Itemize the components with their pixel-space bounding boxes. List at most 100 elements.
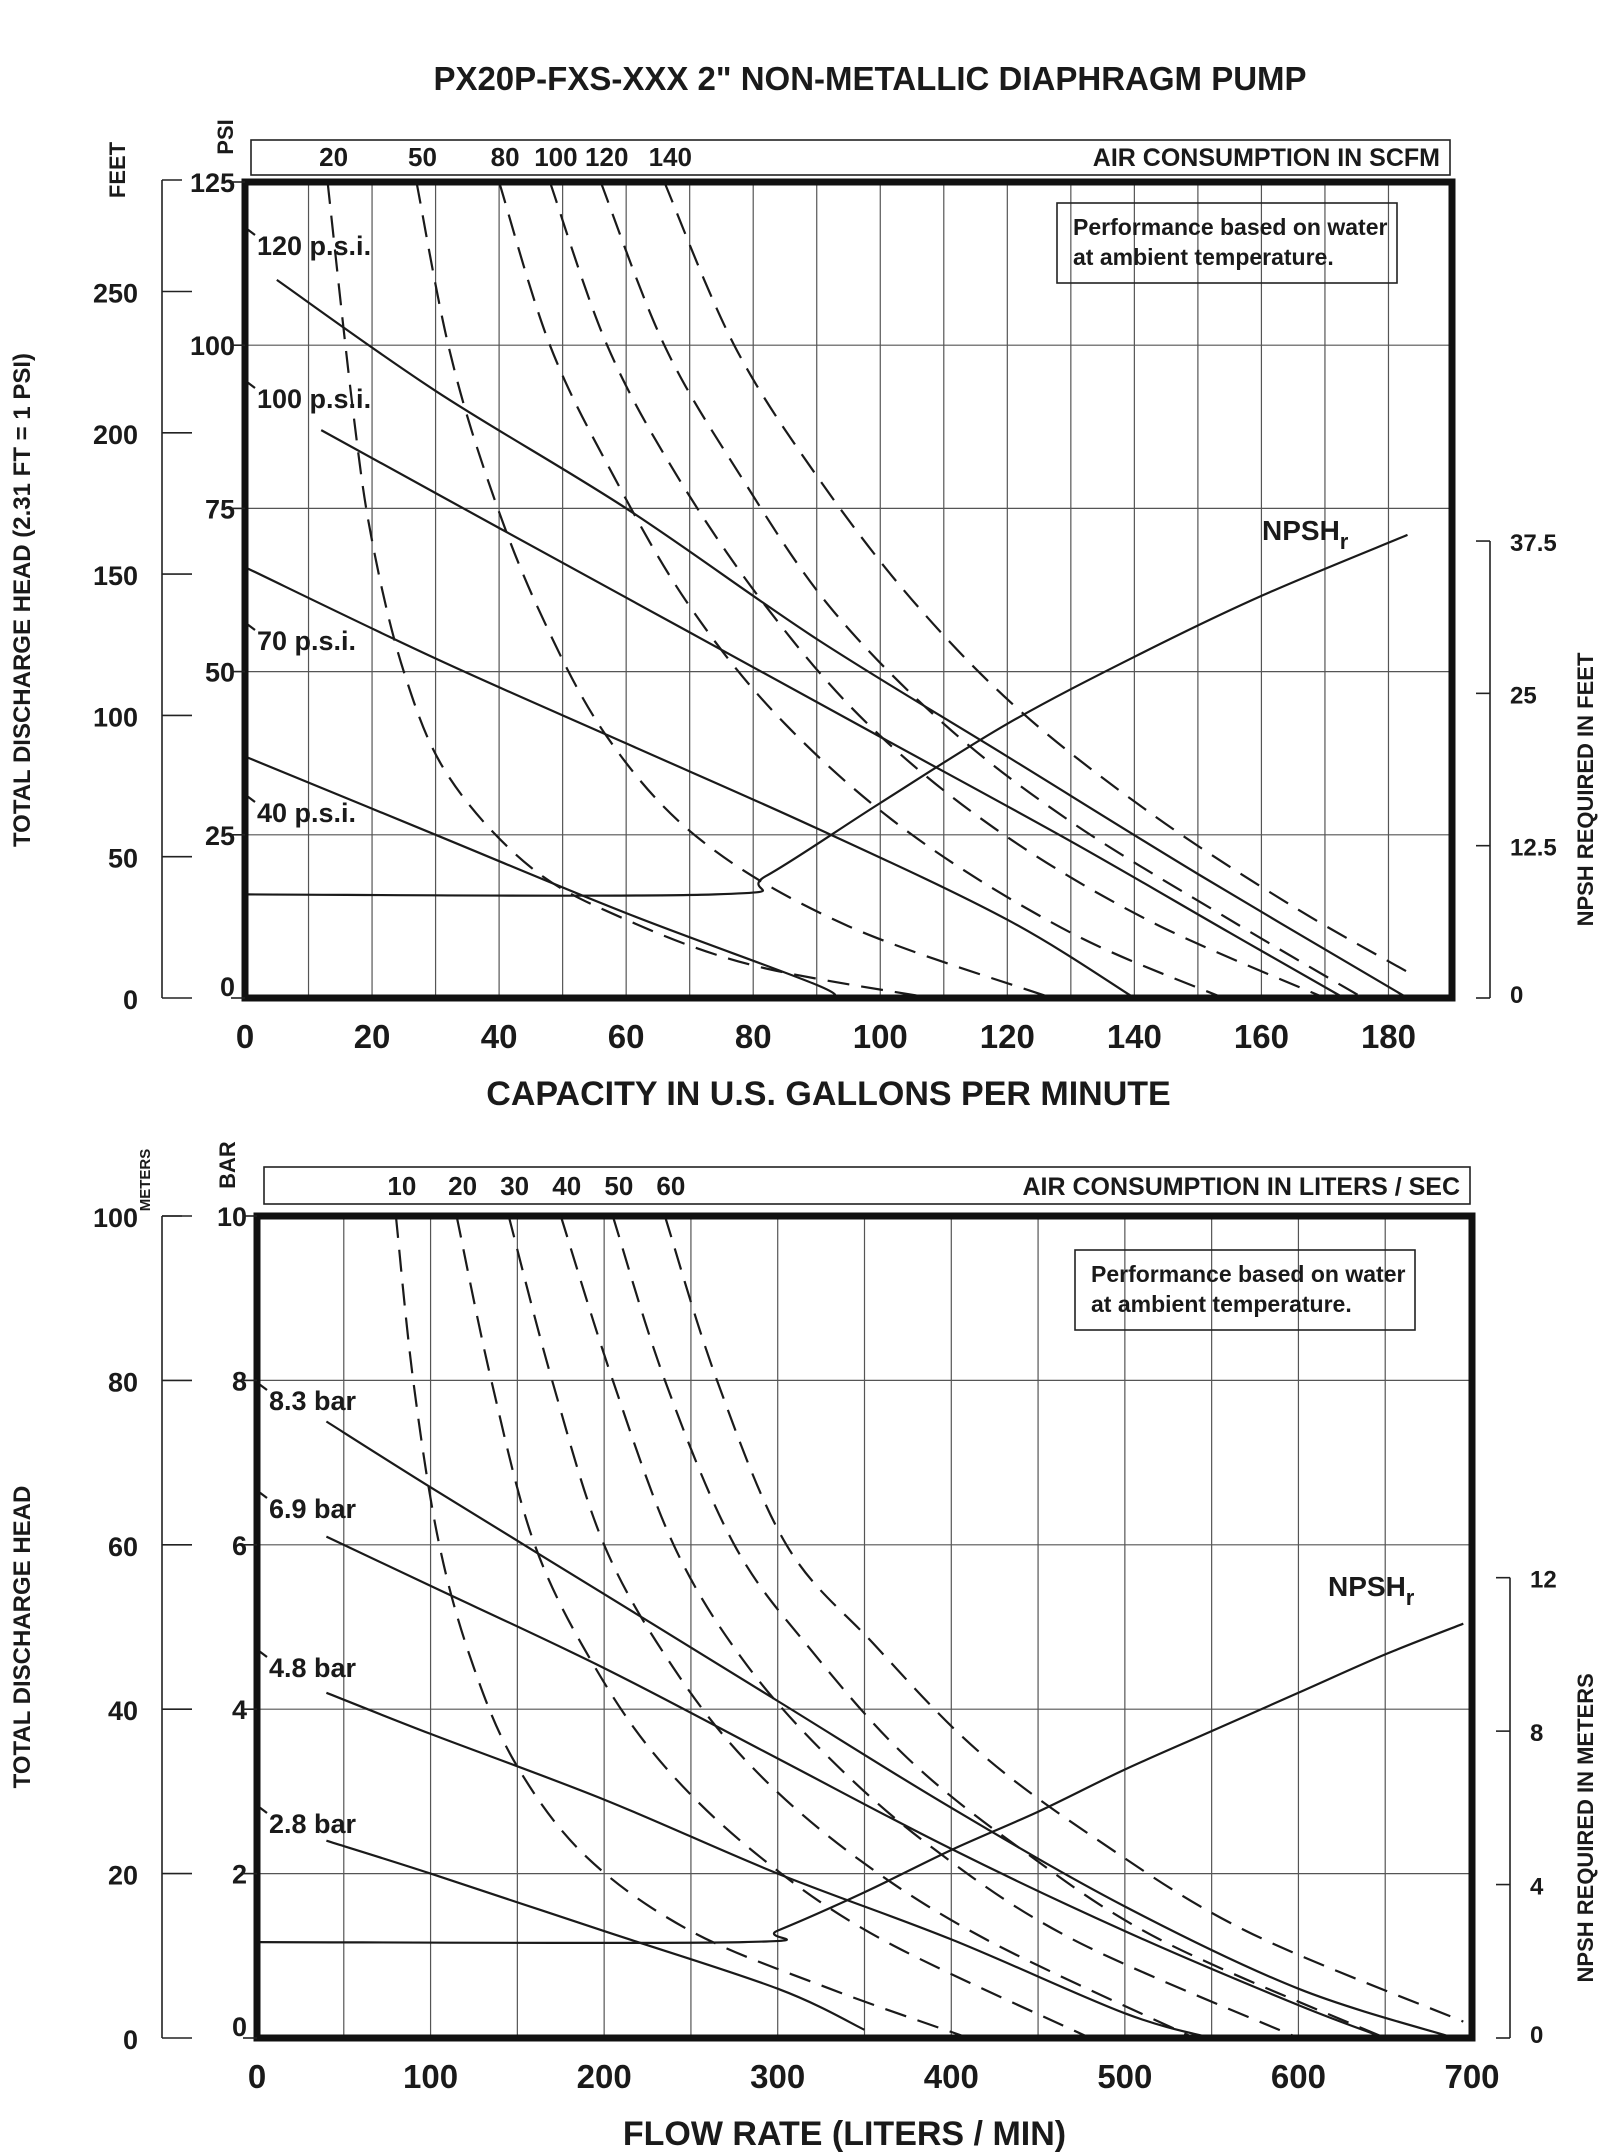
outer-y-tick-label: 250 xyxy=(93,279,138,309)
x-tick-label: 20 xyxy=(354,1018,391,1055)
x-tick-label: 160 xyxy=(1234,1018,1289,1055)
npsh-curve xyxy=(256,1622,1464,1945)
air-tick-label: 20 xyxy=(319,142,348,172)
air-curve-20 xyxy=(455,1215,1091,2039)
x-tick-label: 700 xyxy=(1444,2058,1499,2095)
pressure-label-1: 6.9 bar xyxy=(269,1494,357,1524)
x-tick-label: 0 xyxy=(248,2058,266,2095)
air-tick-label: 10 xyxy=(387,1171,416,1201)
air-tick-label: 20 xyxy=(448,1171,477,1201)
air-curve-20 xyxy=(326,181,932,1000)
air-curve-140 xyxy=(663,181,1409,973)
outer-y-title: TOTAL DISCHARGE HEAD xyxy=(9,1486,36,1789)
npsh-label-sub: r xyxy=(1340,529,1349,554)
primary-y-unit: BAR xyxy=(215,1141,240,1189)
x-tick-label: 140 xyxy=(1107,1018,1162,1055)
pressure-label-2: 4.8 bar xyxy=(269,1653,357,1683)
air-curve-50 xyxy=(611,1215,1386,2040)
pressure-curve-0 xyxy=(325,1420,1455,2040)
pressure-curve-3 xyxy=(326,1839,865,2031)
air-tick-label: 50 xyxy=(408,142,437,172)
air-tick-label: 30 xyxy=(500,1171,529,1201)
pressure-label-3: 40 p.s.i. xyxy=(257,798,356,828)
right-y-tick-label: 25 xyxy=(1510,682,1537,709)
x-tick-label: 100 xyxy=(853,1018,908,1055)
primary-y-tick-label: 6 xyxy=(232,1531,247,1561)
x-tick-label: 300 xyxy=(750,2058,805,2095)
note-line-1: Performance based on water xyxy=(1073,214,1387,240)
note-line-1: Performance based on water xyxy=(1091,1261,1405,1287)
air-band-label: AIR CONSUMPTION IN SCFM xyxy=(1093,144,1440,172)
x-tick-label: 400 xyxy=(924,2058,979,2095)
note-line-2: at ambient temperature. xyxy=(1091,1291,1352,1317)
pressure-curve-1 xyxy=(320,429,1345,999)
outer-y-tick-label: 20 xyxy=(108,1861,138,1891)
primary-y-tick-label: 10 xyxy=(217,1202,247,1232)
plot-frame xyxy=(241,178,1456,1002)
outer-y-tick-label: 100 xyxy=(93,1203,138,1233)
chart-imperial: AIR CONSUMPTION IN SCFM 20 50 80 100 120 140 12… xyxy=(9,119,1598,1113)
primary-y-tick-label: 25 xyxy=(205,821,235,851)
right-y-tick-label: 8 xyxy=(1530,1720,1543,1747)
figure-title: PX20P-FXS-XXX 2" NON-METALLIC DIAPHRAGM … xyxy=(433,60,1306,97)
right-y-tick-label: 0 xyxy=(1510,982,1523,1009)
air-tick-label: 50 xyxy=(604,1171,633,1201)
air-tick-label: 80 xyxy=(491,142,520,172)
air-tick-label: 40 xyxy=(552,1171,581,1201)
air-band-label: AIR CONSUMPTION IN LITERS / SEC xyxy=(1022,1173,1460,1201)
primary-y-tick-label: 2 xyxy=(232,1860,247,1890)
air-curve-40 xyxy=(559,1215,1299,2040)
outer-y-tick-label: 150 xyxy=(93,561,138,591)
primary-y-tick-label: 50 xyxy=(205,658,235,688)
air-curve-120 xyxy=(599,181,1364,999)
air-curve-30 xyxy=(507,1215,1195,2039)
note-box xyxy=(1056,202,1398,284)
x-tick-label: 60 xyxy=(608,1018,645,1055)
right-y-tick-label: 0 xyxy=(1530,2022,1543,2049)
note-line-2: at ambient temperature. xyxy=(1073,244,1334,270)
primary-y-tick-label: 0 xyxy=(232,2012,247,2042)
outer-y-tick-label: 0 xyxy=(123,2025,138,2055)
npsh-label: NPSHr xyxy=(1262,515,1349,554)
air-tick-label: 100 xyxy=(534,142,577,172)
right-y-title: NPSH REQUIRED IN METERS xyxy=(1573,1673,1598,1982)
right-y-tick-label: 12 xyxy=(1530,1567,1557,1594)
outer-y-tick-label: 0 xyxy=(123,985,138,1015)
npsh-label-main: NPSH xyxy=(1262,515,1340,546)
outer-y-unit: METERS xyxy=(137,1149,154,1212)
x-tick-label: 40 xyxy=(481,1018,518,1055)
x-tick-label: 500 xyxy=(1097,2058,1152,2095)
primary-y-tick-label: 8 xyxy=(232,1366,247,1396)
air-curve-60 xyxy=(663,1215,1464,2023)
air-tick-label: 120 xyxy=(585,142,628,172)
x-axis-title: FLOW RATE (LITERS / MIN) xyxy=(623,2115,1066,2153)
x-tick-label: 200 xyxy=(577,2058,632,2095)
pressure-curve-2 xyxy=(244,566,1135,999)
pressure-label-0: 120 p.s.i. xyxy=(257,231,371,261)
outer-y-tick-label: 80 xyxy=(108,1367,138,1397)
x-tick-label: 600 xyxy=(1271,2058,1326,2095)
primary-y-tick-label: 0 xyxy=(220,972,235,1002)
outer-y-title: TOTAL DISCHARGE HEAD (2.31 FT = 1 PSI) xyxy=(9,353,36,847)
npsh-label: NPSHr xyxy=(1328,1571,1415,1610)
pressure-label-2: 70 p.s.i. xyxy=(257,626,356,656)
primary-y-tick-label: 4 xyxy=(232,1695,247,1725)
air-curve-50 xyxy=(415,181,1053,1000)
npsh-label-main: NPSH xyxy=(1328,1571,1406,1602)
pressure-curve-0 xyxy=(276,278,1409,999)
x-tick-label: 100 xyxy=(403,2058,458,2095)
primary-y-tick-label: 125 xyxy=(190,168,235,198)
x-tick-label: 0 xyxy=(236,1018,254,1055)
right-y-tick-label: 12.5 xyxy=(1510,835,1557,862)
pressure-curve-3 xyxy=(244,755,837,1000)
pressure-curve-1 xyxy=(325,1535,1386,2040)
air-curve-100 xyxy=(548,181,1326,1000)
pressure-label-1: 100 p.s.i. xyxy=(257,384,371,414)
x-tick-label: 120 xyxy=(980,1018,1035,1055)
air-band-box xyxy=(263,1166,1471,1205)
outer-y-tick-label: 40 xyxy=(108,1696,138,1726)
npsh-curve xyxy=(244,533,1408,897)
air-tick-label: 60 xyxy=(656,1171,685,1201)
